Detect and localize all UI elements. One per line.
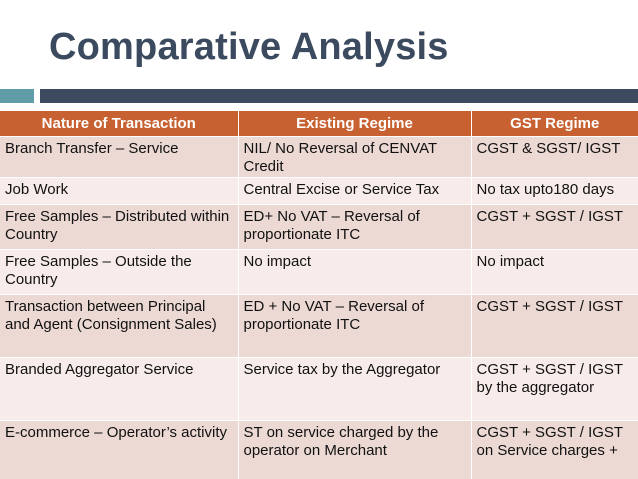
table-header-row: Nature of Transaction Existing Regime GS… — [0, 111, 638, 137]
table-row: Transaction between Principal and Agent … — [0, 294, 638, 358]
comparison-table: Nature of Transaction Existing Regime GS… — [0, 111, 638, 479]
table-cell: ST on service charged by the operator on… — [238, 420, 472, 479]
table-cell: Free Samples – Distributed within Countr… — [0, 204, 239, 250]
table-cell: Transaction between Principal and Agent … — [0, 294, 239, 358]
slide-title: Comparative Analysis — [49, 26, 449, 68]
table-cell: ED+ No VAT – Reversal of proportionate I… — [238, 204, 472, 250]
table-cell: CGST + SGST / IGST — [471, 294, 638, 358]
table-cell: Branded Aggregator Service — [0, 357, 239, 421]
comparison-table-container: Nature of Transaction Existing Regime GS… — [0, 111, 638, 479]
accent-block — [0, 89, 34, 103]
table-cell: CGST + SGST / IGST — [471, 204, 638, 250]
table-cell: CGST & SGST/ IGST — [471, 136, 638, 178]
table-row: Free Samples – Distributed within Countr… — [0, 204, 638, 250]
accent-bar — [40, 89, 638, 103]
table-cell: No tax upto180 days — [471, 177, 638, 205]
table-row: Branded Aggregator Service Service tax b… — [0, 357, 638, 421]
table-row: Job Work Central Excise or Service Tax N… — [0, 177, 638, 205]
table-cell: Service tax by the Aggregator — [238, 357, 472, 421]
table-cell: CGST + SGST / IGST on Service charges + — [471, 420, 638, 479]
table-cell: No impact — [238, 249, 472, 295]
table-cell: Branch Transfer – Service — [0, 136, 239, 178]
accent-gap — [34, 89, 40, 103]
table-cell: Job Work — [0, 177, 239, 205]
table-cell: Free Samples – Outside the Country — [0, 249, 239, 295]
header-gst-regime: GST Regime — [471, 111, 638, 137]
header-existing-regime: Existing Regime — [238, 111, 472, 137]
table-cell: Central Excise or Service Tax — [238, 177, 472, 205]
table-cell: E-commerce – Operator’s activity — [0, 420, 239, 479]
table-row: E-commerce – Operator’s activity ST on s… — [0, 420, 638, 479]
table-row: Branch Transfer – Service NIL/ No Revers… — [0, 136, 638, 178]
table-cell: ED + No VAT – Reversal of proportionate … — [238, 294, 472, 358]
header-nature-of-transaction: Nature of Transaction — [0, 111, 239, 137]
table-row: Free Samples – Outside the Country No im… — [0, 249, 638, 295]
table-cell: CGST + SGST / IGST by the aggregator — [471, 357, 638, 421]
table-cell: NIL/ No Reversal of CENVAT Credit — [238, 136, 472, 178]
table-cell: No impact — [471, 249, 638, 295]
